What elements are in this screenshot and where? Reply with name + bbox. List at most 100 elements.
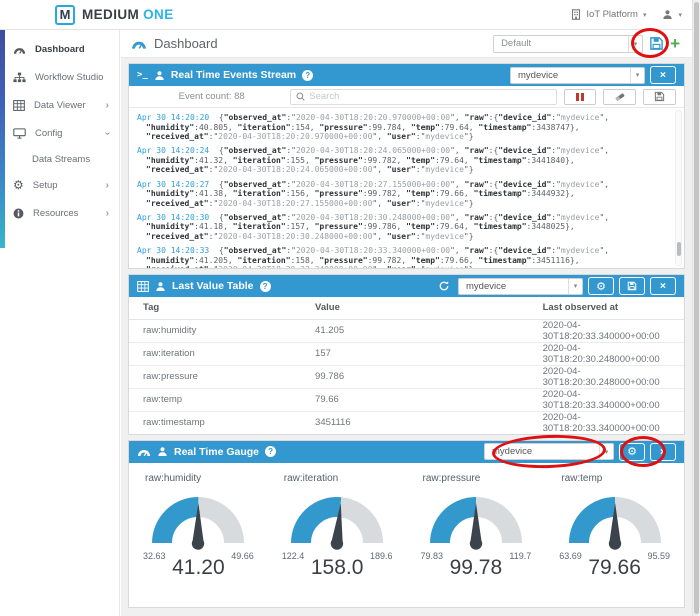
table-row: raw:pressure 99.786 2020-04-30T18:20:30.24… (129, 365, 684, 389)
tachometer-icon (13, 44, 26, 55)
refresh-icon[interactable] (438, 280, 450, 292)
sidebar-item-config[interactable]: Config › (0, 119, 119, 147)
gauge-cell: raw:temp 63.69 95.59 79.66 (545, 463, 684, 607)
gauge-min: 32.63 (143, 550, 166, 561)
user-icon (154, 70, 165, 81)
help-icon[interactable]: ? (259, 280, 271, 292)
events-scrollbar[interactable] (675, 110, 682, 266)
page-title: Dashboard (131, 36, 218, 51)
sidebar-item-data-viewer[interactable]: Data Viewer › (0, 91, 119, 119)
column-header-value: Value (301, 297, 529, 320)
table-device-value: mydevice (466, 280, 507, 292)
gauge-max: 95.59 (647, 550, 670, 561)
gauge-cell: raw:humidity 32.63 49.66 41.20 (129, 463, 268, 607)
platform-menu[interactable]: IoT Platform ▾ (571, 9, 646, 20)
events-close-button[interactable]: × (650, 66, 676, 84)
pause-button[interactable] (563, 88, 597, 105)
real-time-gauge-header: Real Time Gauge ? mydevice ▾ ⚙ × (129, 432, 684, 470)
table-close-button[interactable]: × (650, 277, 676, 295)
gauge-max: 189.6 (369, 550, 393, 561)
sidebar-item-dashboard[interactable]: Dashboard (0, 35, 119, 63)
add-dashboard-icon[interactable]: + (670, 34, 680, 53)
real-time-gauge-widget: Real Time Gauge ? mydevice ▾ ⚙ × raw:hum… (128, 432, 685, 608)
user-icon (157, 446, 168, 457)
help-icon[interactable]: ? (265, 446, 277, 457)
platform-menu-label: IoT Platform (586, 9, 638, 20)
gauge-needle (192, 502, 205, 550)
gauge-close-button[interactable]: × (650, 442, 676, 461)
sidebar-item-setup[interactable]: ⚙ Setup › (0, 171, 119, 199)
gauge-chart (429, 496, 522, 550)
export-button[interactable] (643, 88, 676, 105)
table-row: raw:iteration 157 2020-04-30T18:20:30.2480… (129, 342, 684, 366)
cell-value: 41.205 (301, 319, 529, 343)
monitor-icon (13, 127, 26, 139)
help-icon[interactable]: ? (302, 69, 314, 81)
gauge-max: 49.66 (231, 550, 254, 561)
table-icon (137, 280, 149, 292)
cell-tag: raw:humidity (129, 319, 302, 343)
gauge-device-value: mydevice (492, 446, 533, 457)
chevron-down-icon: ▾ (642, 10, 647, 19)
clear-button[interactable] (603, 88, 637, 105)
user-icon (155, 281, 166, 292)
gauge-needle (330, 502, 344, 550)
sidebar-item-data-streams[interactable]: Data Streams (0, 147, 119, 171)
last-value-table-widget: Last Value Table ? mydevice ▾ ⚙ (128, 274, 685, 435)
events-search-input[interactable] (309, 91, 551, 102)
sidebar: Dashboard Workflow Studio Data Viewer › … (0, 30, 120, 616)
gears-icon: ⚙ (13, 178, 24, 192)
search-icon (296, 92, 306, 101)
column-header-last-observed: Last observed at (528, 297, 684, 320)
page-scrollbar-thumb[interactable] (694, 2, 699, 614)
gauge-settings-button[interactable]: ⚙ (619, 442, 645, 461)
gauge-label: raw:temp (561, 472, 603, 484)
cell-value: 99.786 (301, 365, 529, 389)
sidebar-item-label: Config (35, 127, 63, 139)
tachometer-icon (131, 37, 147, 50)
events-search-box[interactable] (290, 88, 557, 105)
gauge-label: raw:pressure (422, 472, 481, 484)
cell-last-observed: 2020-04-30T18:20:33.340000+00:00 (528, 319, 684, 343)
main-area: Dashboard Default ▾ + >_ Real Time Event… (121, 28, 692, 616)
dashboard-select-value: Default (501, 38, 532, 49)
gauge-chart (152, 496, 245, 550)
sidebar-item-label: Workflow Studio (35, 71, 104, 83)
dashboard-select[interactable]: Default ▾ (493, 34, 644, 53)
gauge-label: raw:iteration (283, 472, 339, 484)
gear-icon: ⚙ (627, 445, 637, 458)
cell-value: 157 (301, 342, 529, 366)
event-log-entry: Apr 30 14:20:20 {"observed_at":"2020-04-… (137, 113, 610, 142)
medium-one-logo: M MEDIUM ONE (55, 4, 174, 25)
table-settings-button[interactable]: ⚙ (588, 277, 614, 295)
save-dashboard-icon[interactable] (649, 36, 664, 51)
cell-tag: raw:pressure (129, 365, 302, 389)
gauge-min: 79.83 (420, 550, 444, 561)
chevron-down-icon: ▾ (568, 278, 582, 294)
last-value-table: Tag Value Last observed at raw:humidity 4… (129, 297, 684, 434)
sidebar-item-resources[interactable]: Resources › (0, 199, 119, 227)
user-menu[interactable]: ▾ (662, 9, 682, 20)
brand-medium: MEDIUM (82, 7, 140, 22)
tachometer-icon (137, 446, 151, 457)
info-icon (13, 208, 24, 219)
table-device-select[interactable]: mydevice ▾ (458, 277, 583, 295)
sidebar-item-workflow-studio[interactable]: Workflow Studio (0, 63, 119, 91)
widget-title: Last Value Table (172, 280, 254, 292)
cell-value: 79.66 (301, 388, 529, 412)
dashboard-content: >_ Real Time Events Stream ? mydevice ▾ … (121, 58, 692, 616)
cell-last-observed: 2020-04-30T18:20:30.248000+00:00 (528, 365, 684, 389)
column-header-tag: Tag (129, 297, 302, 320)
event-log[interactable]: Apr 30 14:20:20 {"observed_at":"2020-04-… (129, 108, 684, 268)
cell-last-observed: 2020-04-30T18:20:30.248000+00:00 (528, 342, 684, 366)
events-scrollbar-thumb[interactable] (676, 242, 681, 256)
page-scrollbar[interactable] (692, 0, 700, 616)
gauge-device-select[interactable]: mydevice ▾ (484, 443, 614, 460)
table-export-button[interactable] (619, 277, 645, 295)
widget-title: Real Time Gauge (174, 445, 260, 458)
cell-value: 3451116 (315, 417, 351, 428)
events-device-select[interactable]: mydevice ▾ (510, 66, 645, 84)
chevron-right-icon: › (105, 99, 109, 111)
top-bar: M MEDIUM ONE IoT Platform ▾ ▾ (0, 0, 700, 30)
chevron-right-icon: › (105, 207, 109, 219)
